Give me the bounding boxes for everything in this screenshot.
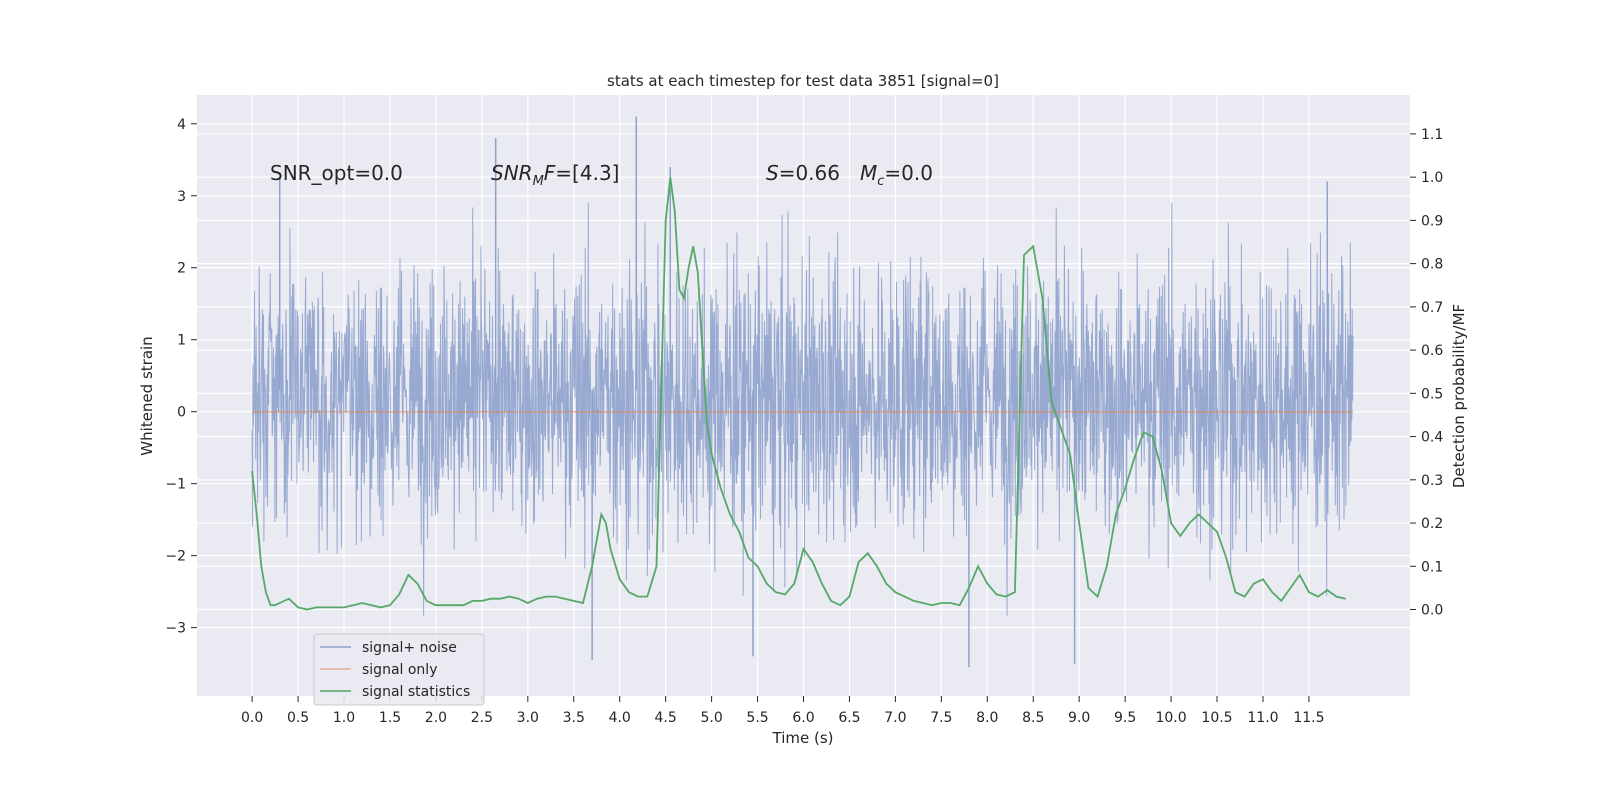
y-right-axis-label: Detection probability/MF <box>1450 304 1468 488</box>
legend-label-signal-only: signal only <box>362 662 437 678</box>
y-left-axis-label: Whitened strain <box>138 336 156 455</box>
x-tick-label: 10.0 <box>1155 710 1186 726</box>
x-axis-label: Time (s) <box>772 729 834 747</box>
legend: signal+ noise signal only signal statist… <box>313 633 485 706</box>
y-right-tick-label: 1.0 <box>1421 170 1443 186</box>
annotation-snr-opt: SNR_opt=0.0 <box>270 161 403 185</box>
x-tick-label: 0.5 <box>287 710 309 726</box>
signal-noise-series <box>251 116 1354 668</box>
y-right-tick-label: 0.6 <box>1421 343 1443 359</box>
x-tick-label: 3.5 <box>563 710 585 726</box>
x-tick-label: 1.5 <box>379 710 401 726</box>
y-right-tick-label: 0.4 <box>1421 430 1443 446</box>
y-left-tick-label: −3 <box>165 621 186 637</box>
annotation-snr-mf: SNRMF=[4.3] <box>491 161 619 189</box>
y-left-tick-label: −1 <box>165 477 186 493</box>
y-right-tick-label: 0.7 <box>1421 300 1443 316</box>
y-right-tick-label: 0.3 <box>1421 473 1443 489</box>
x-tick-label: 7.5 <box>930 710 952 726</box>
y-left-tick-label: 1 <box>177 333 186 349</box>
signal-statistics-line <box>251 177 1346 611</box>
x-tick-label: 9.5 <box>1114 710 1136 726</box>
legend-box <box>313 633 485 706</box>
chart-title: stats at each timestep for test data 385… <box>607 72 999 90</box>
line-series <box>251 177 1354 611</box>
x-tick-label: 11.0 <box>1247 710 1278 726</box>
x-tick-label: 4.5 <box>655 710 677 726</box>
y-right-tick-label: 0.5 <box>1421 386 1443 402</box>
y-right-tick-label: 1.1 <box>1421 127 1443 143</box>
x-tick-label: 9.0 <box>1068 710 1090 726</box>
y-left-tick-label: 0 <box>177 405 186 421</box>
x-tick-label: 11.5 <box>1293 710 1324 726</box>
y-left-tick-label: −2 <box>165 549 186 565</box>
y-left-tick-label: 3 <box>177 189 186 205</box>
annotations: SNR_opt=0.0 SNRMF=[4.3] S=0.66 Mc=0.0 <box>270 161 933 189</box>
y-left-tick-label: 4 <box>177 117 186 133</box>
y-right-tick-label: 0.2 <box>1421 516 1443 532</box>
x-tick-label: 5.0 <box>700 710 722 726</box>
x-tick-label: 2.0 <box>425 710 447 726</box>
y-right-tick-label: 0.0 <box>1421 603 1443 619</box>
x-tick-label: 10.5 <box>1201 710 1232 726</box>
legend-label-signal-statistics: signal statistics <box>362 684 470 700</box>
x-tick-label: 0.0 <box>241 710 263 726</box>
y-right-tick-label: 0.9 <box>1421 213 1443 229</box>
x-tick-label: 1.0 <box>333 710 355 726</box>
y-right-tick-label: 0.8 <box>1421 257 1443 273</box>
x-tick-label: 3.0 <box>517 710 539 726</box>
x-tick-label: 7.0 <box>884 710 906 726</box>
x-tick-label: 5.5 <box>746 710 768 726</box>
x-tick-label: 4.0 <box>609 710 631 726</box>
x-tick-label: 8.0 <box>976 710 998 726</box>
x-tick-label: 2.5 <box>471 710 493 726</box>
x-tick-label: 6.0 <box>792 710 814 726</box>
axes: 0.0 0.5 1.0 1.5 2.0 2.5 3.0 3.5 4.0 4.5 5.0 5.5 6.0 6… <box>165 117 1443 726</box>
signal-noise-trace <box>251 202 1354 616</box>
x-tick-label: 8.5 <box>1022 710 1044 726</box>
annotation-s-mc: S=0.66 Mc=0.0 <box>766 161 933 189</box>
x-tick-label: 6.5 <box>838 710 860 726</box>
y-left-tick-label: 2 <box>177 261 186 277</box>
y-right-tick-label: 0.1 <box>1421 559 1443 575</box>
legend-label-signal-noise: signal+ noise <box>362 640 457 656</box>
